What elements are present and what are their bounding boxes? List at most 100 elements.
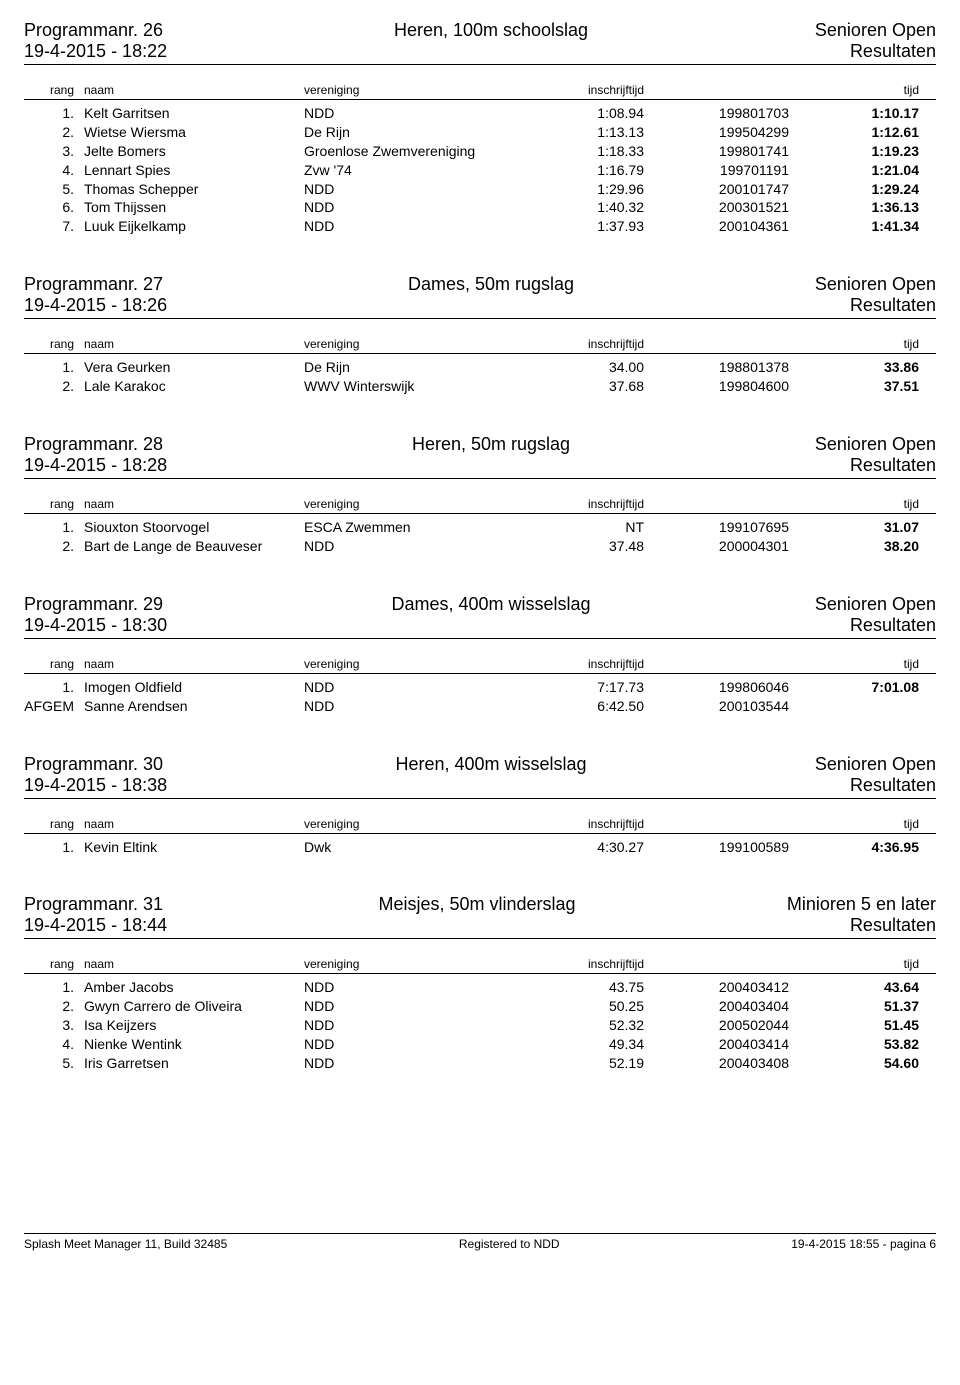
col-id (644, 337, 789, 351)
table-row: AFGEMSanne ArendsenNDD6:42.50200103544 (24, 697, 936, 716)
cell-rang: AFGEM (24, 697, 84, 716)
event-subtitle: Resultaten (815, 41, 936, 62)
cell-id: 200502044 (644, 1016, 789, 1035)
col-naam: naam (84, 957, 304, 971)
event-prog: Programmanr. 26 (24, 20, 167, 41)
event-subtitle: Resultaten (815, 455, 936, 476)
cell-rang: 1. (24, 678, 84, 697)
cell-naam: Siouxton Stoorvogel (84, 518, 304, 537)
col-naam: naam (84, 817, 304, 831)
event-title: Heren, 50m rugslag (167, 434, 815, 476)
footer-left: Splash Meet Manager 11, Build 32485 (24, 1237, 227, 1251)
table-row: 1.Siouxton StoorvogelESCA ZwemmenNT19910… (24, 518, 936, 537)
table-row: 4.Lennart SpiesZvw '741:16.791997011911:… (24, 161, 936, 180)
cell-inschrijftijd: 34.00 (529, 358, 644, 377)
event-header: Programmanr. 2719-4-2015 - 18:26Dames, 5… (24, 274, 936, 319)
cell-vereniging: NDD (304, 1035, 529, 1054)
col-inschrijftijd: inschrijftijd (529, 83, 644, 97)
col-id (644, 497, 789, 511)
cell-id: 200104361 (644, 217, 789, 236)
cell-rang: 1. (24, 358, 84, 377)
cell-inschrijftijd: 1:37.93 (529, 217, 644, 236)
event-title: Heren, 400m wisselslag (167, 754, 815, 796)
event-block: Programmanr. 3119-4-2015 - 18:44Meisjes,… (24, 894, 936, 1072)
col-rang: rang (24, 83, 84, 97)
table-row: 5.Thomas SchepperNDD1:29.962001017471:29… (24, 180, 936, 199)
table-header: rangnaamvereniginginschrijftijd tijd (24, 957, 936, 974)
cell-id: 200403412 (644, 978, 789, 997)
col-naam: naam (84, 657, 304, 671)
cell-id: 199801703 (644, 104, 789, 123)
cell-naam: Imogen Oldfield (84, 678, 304, 697)
cell-rang: 4. (24, 161, 84, 180)
cell-naam: Wietse Wiersma (84, 123, 304, 142)
event-prog: Programmanr. 31 (24, 894, 167, 915)
cell-id: 200403404 (644, 997, 789, 1016)
cell-rang: 7. (24, 217, 84, 236)
table-row: 2.Lale KarakocWWV Winterswijk37.68199804… (24, 377, 936, 396)
col-id (644, 83, 789, 97)
col-vereniging: vereniging (304, 817, 529, 831)
cell-inschrijftijd: 1:18.33 (529, 142, 644, 161)
cell-rang: 3. (24, 142, 84, 161)
event-subtitle: Resultaten (815, 295, 936, 316)
cell-vereniging: NDD (304, 217, 529, 236)
cell-vereniging: NDD (304, 1054, 529, 1073)
cell-naam: Kelt Garritsen (84, 104, 304, 123)
event-category: Senioren Open (815, 594, 936, 615)
col-rang: rang (24, 957, 84, 971)
event-category: Minioren 5 en later (787, 894, 936, 915)
col-tijd: tijd (789, 957, 919, 971)
col-inschrijftijd: inschrijftijd (529, 497, 644, 511)
cell-inschrijftijd: 1:29.96 (529, 180, 644, 199)
col-inschrijftijd: inschrijftijd (529, 657, 644, 671)
event-subtitle: Resultaten (815, 775, 936, 796)
event-datetime: 19-4-2015 - 18:44 (24, 915, 167, 936)
table-row: 2.Bart de Lange de BeauveserNDD37.482000… (24, 537, 936, 556)
cell-vereniging: NDD (304, 678, 529, 697)
event-header: Programmanr. 2619-4-2015 - 18:22Heren, 1… (24, 20, 936, 65)
cell-vereniging: NDD (304, 180, 529, 199)
cell-tijd: 37.51 (789, 377, 919, 396)
cell-tijd: 53.82 (789, 1035, 919, 1054)
event-subtitle: Resultaten (787, 915, 936, 936)
cell-inschrijftijd: 6:42.50 (529, 697, 644, 716)
cell-tijd: 1:12.61 (789, 123, 919, 142)
cell-id: 200301521 (644, 198, 789, 217)
cell-id: 199504299 (644, 123, 789, 142)
col-inschrijftijd: inschrijftijd (529, 957, 644, 971)
col-vereniging: vereniging (304, 957, 529, 971)
cell-vereniging: NDD (304, 997, 529, 1016)
col-tijd: tijd (789, 83, 919, 97)
event-datetime: 19-4-2015 - 18:38 (24, 775, 167, 796)
cell-vereniging: WWV Winterswijk (304, 377, 529, 396)
table-row: 2.Gwyn Carrero de OliveiraNDD50.25200403… (24, 997, 936, 1016)
event-block: Programmanr. 3019-4-2015 - 18:38Heren, 4… (24, 754, 936, 857)
page-footer: Splash Meet Manager 11, Build 32485 Regi… (24, 1233, 936, 1251)
col-vereniging: vereniging (304, 83, 529, 97)
event-header-right: Senioren OpenResultaten (815, 594, 936, 636)
cell-rang: 2. (24, 123, 84, 142)
cell-rang: 5. (24, 180, 84, 199)
col-naam: naam (84, 83, 304, 97)
cell-tijd: 1:10.17 (789, 104, 919, 123)
cell-tijd: 1:29.24 (789, 180, 919, 199)
event-header-right: Senioren OpenResultaten (815, 434, 936, 476)
cell-naam: Vera Geurken (84, 358, 304, 377)
cell-naam: Amber Jacobs (84, 978, 304, 997)
event-header-left: Programmanr. 2919-4-2015 - 18:30 (24, 594, 167, 636)
table-header: rangnaamvereniginginschrijftijdtijd (24, 337, 936, 354)
col-tijd: tijd (789, 337, 919, 351)
cell-naam: Tom Thijssen (84, 198, 304, 217)
table-header: rangnaamvereniginginschrijftijdtijd (24, 817, 936, 834)
cell-inschrijftijd: 7:17.73 (529, 678, 644, 697)
cell-tijd: 7:01.08 (789, 678, 919, 697)
cell-vereniging: NDD (304, 1016, 529, 1035)
event-prog: Programmanr. 30 (24, 754, 167, 775)
event-datetime: 19-4-2015 - 18:30 (24, 615, 167, 636)
cell-id: 199804600 (644, 377, 789, 396)
cell-id: 200403414 (644, 1035, 789, 1054)
col-vereniging: vereniging (304, 497, 529, 511)
cell-naam: Thomas Schepper (84, 180, 304, 199)
col-tijd: tijd (789, 657, 919, 671)
